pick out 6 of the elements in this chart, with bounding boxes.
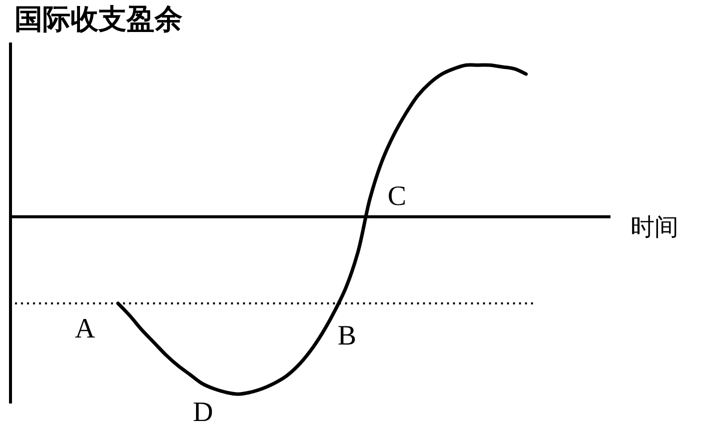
y-axis-title: 国际收支盈余 — [14, 2, 184, 36]
x-axis-title: 时间 — [630, 212, 678, 241]
annotation: C — [388, 181, 406, 212]
text: D — [192, 397, 214, 427]
annotation: A — [74, 313, 96, 344]
annotation: B — [338, 320, 356, 352]
